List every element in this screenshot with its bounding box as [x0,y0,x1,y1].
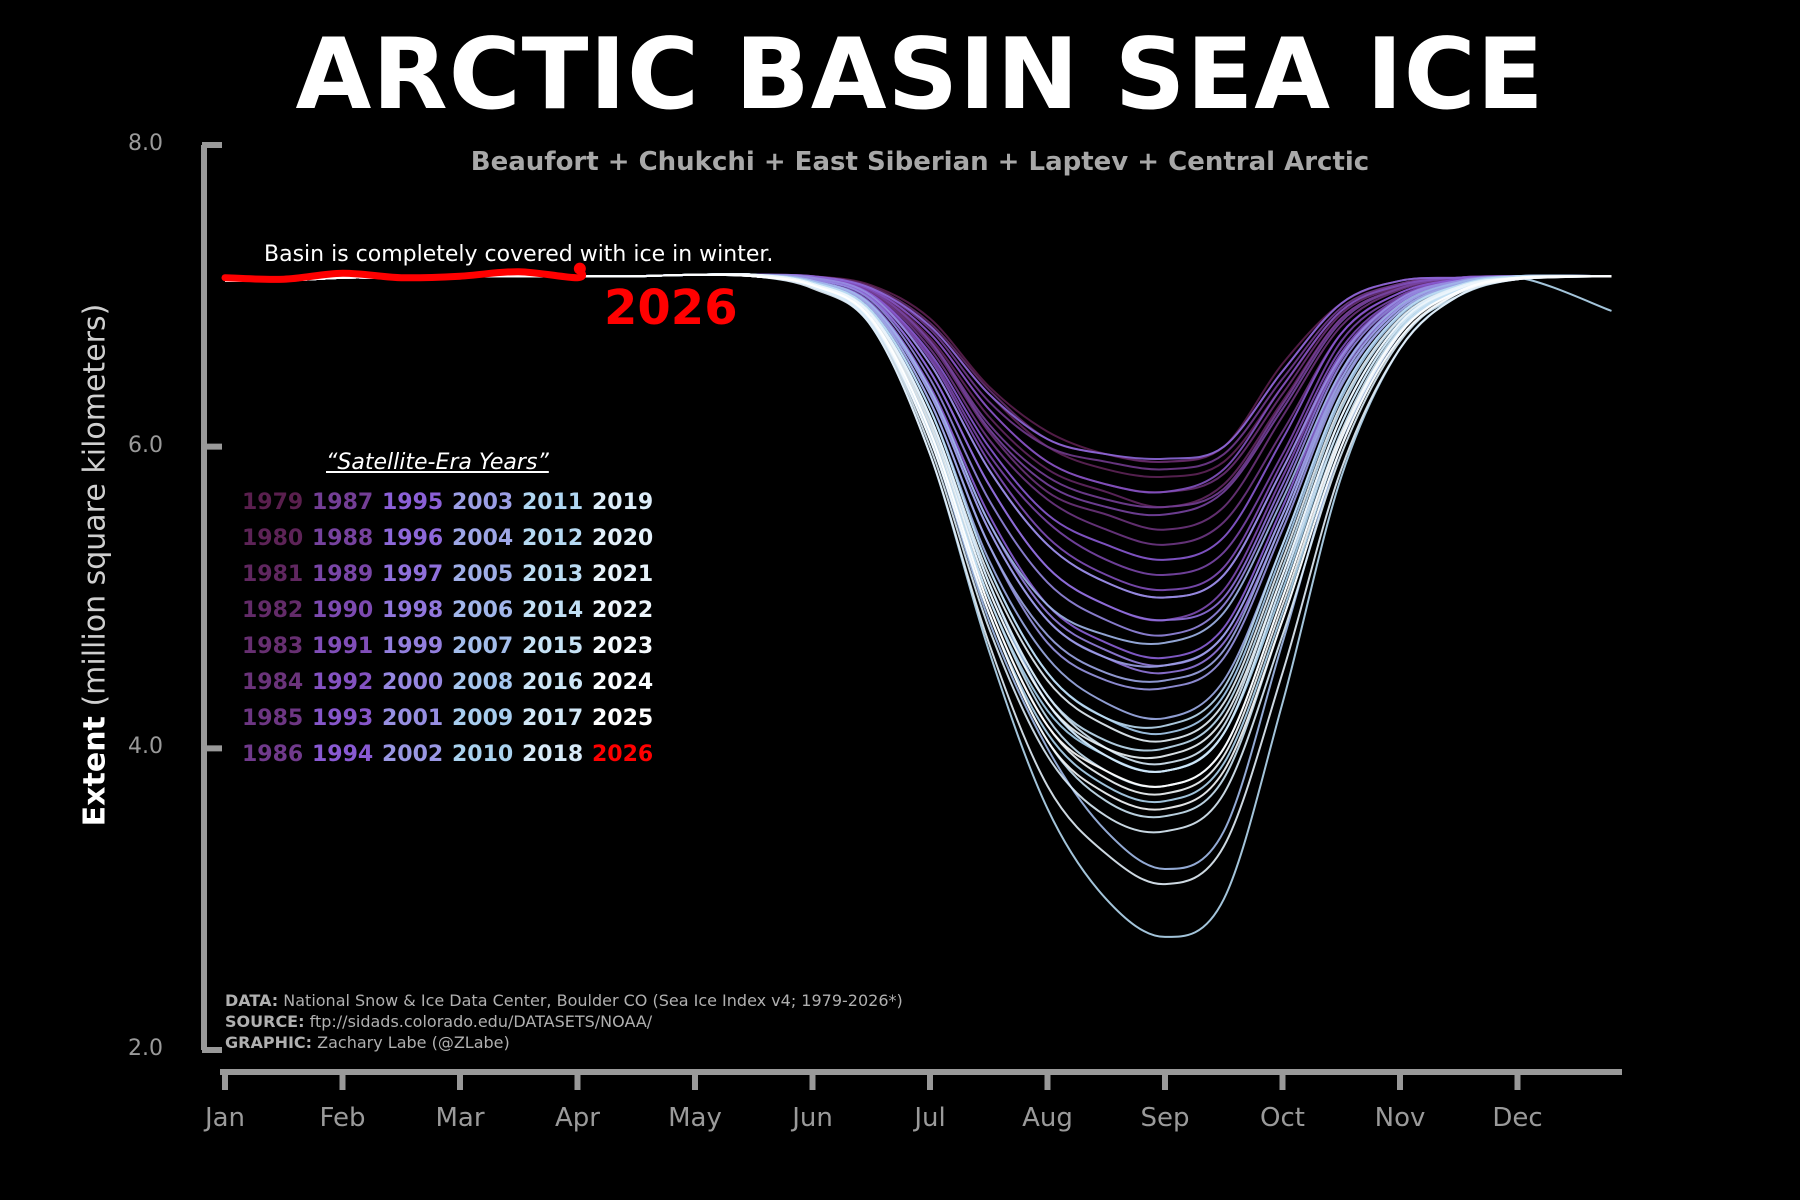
legend-item-2016: 2016 [522,670,584,695]
legend-item-1994: 1994 [312,742,374,767]
x-tick-label-apr: Apr [555,1103,600,1133]
y-tick-label: 4.0 [128,734,163,760]
legend-item-1999: 1999 [382,634,444,659]
legend-item-1991: 1991 [312,634,374,659]
legend-item-1993: 1993 [312,706,374,731]
legend-item-2004: 2004 [452,526,514,551]
legend-item-2002: 2002 [382,742,444,767]
legend-item-2023: 2023 [592,634,654,659]
chart-subtitle: Beaufort + Chukchi + East Siberian + Lap… [470,147,1370,177]
legend-item-1992: 1992 [312,670,374,695]
credit-data: DATA: National Snow & Ice Data Center, B… [225,990,903,1011]
x-tick-label-nov: Nov [1374,1103,1426,1133]
legend-item-2011: 2011 [522,490,584,515]
x-tick-label-aug: Aug [1022,1103,1073,1133]
chart-title: ARCTIC BASIN SEA ICE [295,18,1545,132]
legend-item-1996: 1996 [382,526,444,551]
legend-item-2006: 2006 [452,598,514,623]
y-axis-label-bold: Extent [77,716,113,827]
legend-item-1985: 1985 [242,706,304,731]
legend-item-2026: 2026 [592,742,654,767]
legend-title: “Satellite-Era Years” [326,450,549,475]
legend-item-1989: 1989 [312,562,374,587]
x-tick-label-oct: Oct [1260,1103,1305,1133]
legend-item-1995: 1995 [382,490,444,515]
legend-item-1986: 1986 [242,742,304,767]
legend-item-2000: 2000 [382,670,444,695]
legend-item-2010: 2010 [452,742,514,767]
legend-item-1984: 1984 [242,670,304,695]
legend-item-2003: 2003 [452,490,514,515]
credit-graphic-label: GRAPHIC: [225,1033,313,1052]
legend-item-2005: 2005 [452,562,514,587]
y-axis-label-units: (million square kilometers) [77,303,113,707]
legend-item-1990: 1990 [312,598,374,623]
legend-item-1988: 1988 [312,526,374,551]
legend-item-1987: 1987 [312,490,374,515]
credit-source-label: SOURCE: [225,1012,305,1031]
legend-item-1980: 1980 [242,526,304,551]
legend-item-2020: 2020 [592,526,654,551]
legend-item-2009: 2009 [452,706,514,731]
legend-item-2021: 2021 [592,562,654,587]
credit-data-label: DATA: [225,991,279,1010]
credit-graphic: GRAPHIC: Zachary Labe (@ZLabe) [225,1032,903,1053]
credit-data-text: National Snow & Ice Data Center, Boulder… [283,991,903,1010]
highlight-year-line [221,262,587,283]
legend-item-1981: 1981 [242,562,304,587]
highlight-endpoint-dot [573,262,586,275]
credits: DATA: National Snow & Ice Data Center, B… [225,990,903,1053]
legend-item-2008: 2008 [452,670,514,695]
legend-item-2012: 2012 [522,526,584,551]
annotation-text: Basin is completely covered with ice in … [264,242,774,267]
legend-item-2024: 2024 [592,670,654,695]
legend-item-2014: 2014 [522,598,584,623]
highlight-year-label: 2026 [604,280,738,336]
x-tick-label-dec: Dec [1492,1103,1543,1133]
x-tick-label-jun: Jun [792,1103,833,1133]
x-tick-label-may: May [668,1103,722,1133]
credit-source-text: ftp://sidads.colorado.edu/DATASETS/NOAA/ [309,1012,653,1031]
x-tick-label-jul: Jul [914,1103,946,1133]
legend-item-2007: 2007 [452,634,514,659]
credit-source: SOURCE: ftp://sidads.colorado.edu/DATASE… [225,1011,903,1032]
legend-item-2013: 2013 [522,562,584,587]
legend-item-1983: 1983 [242,634,304,659]
legend-item-1982: 1982 [242,598,304,623]
series-line-2026 [221,265,587,283]
legend-item-2025: 2025 [592,706,654,731]
y-tick-label: 6.0 [128,432,163,458]
legend-item-2015: 2015 [522,634,584,659]
x-tick-label-jan: Jan [204,1103,246,1133]
y-axis-label: Extent (million square kilometers) [78,304,113,827]
legend-item-1979: 1979 [242,490,304,515]
x-tick-label-mar: Mar [435,1103,485,1133]
legend-item-2019: 2019 [592,490,654,515]
legend-item-2017: 2017 [522,706,584,731]
legend-item-2018: 2018 [522,742,584,767]
legend-item-1997: 1997 [382,562,444,587]
axes [201,142,1622,1090]
y-tick-label: 8.0 [128,131,163,156]
legend-item-2001: 2001 [382,706,444,731]
x-tick-label-feb: Feb [319,1103,366,1133]
legend-item-2022: 2022 [592,598,654,623]
legend: 1979 1987 1995 2003 2011 2019 1980 1988 1996 2004… [242,488,660,770]
legend-item-1998: 1998 [382,598,444,623]
y-tick-label: 2.0 [128,1036,163,1061]
credit-graphic-text: Zachary Labe (@ZLabe) [317,1033,510,1052]
x-tick-label-sep: Sep [1140,1103,1190,1133]
